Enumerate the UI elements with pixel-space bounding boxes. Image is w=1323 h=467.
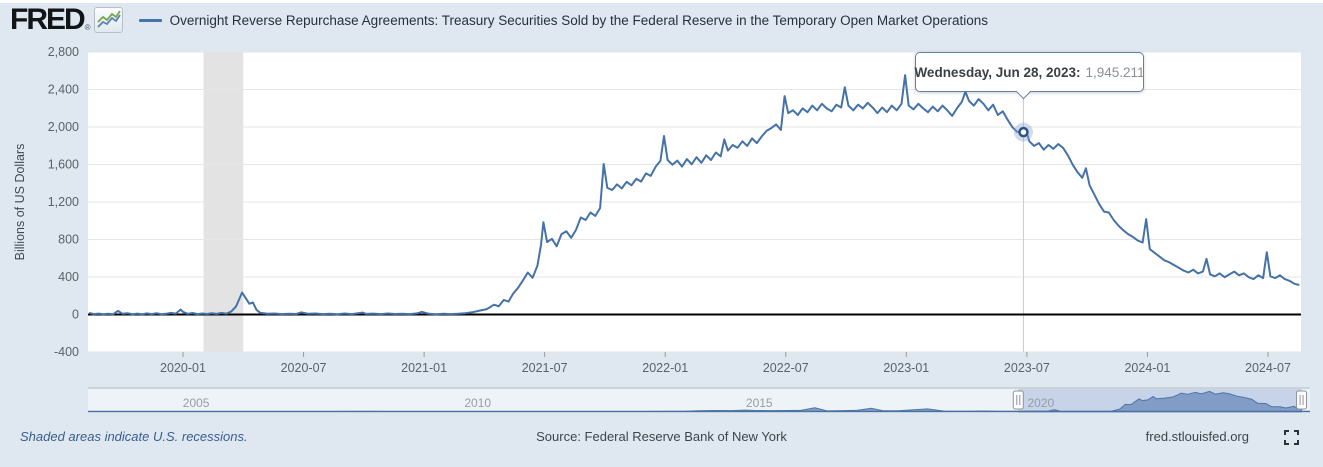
source-note: Source: Federal Reserve Bank of New York	[536, 429, 787, 444]
x-tick-label: 2021-07	[522, 361, 568, 375]
fred-sparkline-icon	[93, 7, 123, 33]
x-tick-label: 2023-01	[883, 361, 929, 375]
x-tick-label: 2024-07	[1245, 361, 1291, 375]
slider-year-label: 2005	[183, 396, 210, 410]
tooltip-date: Wednesday, Jun 28, 2023:	[914, 64, 1081, 80]
fullscreen-button[interactable]	[1284, 430, 1299, 445]
highlight-marker	[1018, 126, 1029, 138]
fullscreen-icon	[1284, 430, 1299, 445]
y-tick-label: 800	[58, 233, 79, 247]
x-tick-label: 2022-07	[763, 361, 809, 375]
main-chart[interactable]: 2,800 2,400 2,000 1,600 1,200 800 400 0 -400 Bill…	[0, 0, 1323, 422]
series-legend-swatch	[138, 18, 162, 22]
fred-logo[interactable]: FRED ®	[10, 3, 123, 36]
footer: Shaded areas indicate U.S. recessions. S…	[0, 425, 1323, 455]
series-line[interactable]	[88, 74, 1300, 316]
y-tick-label: 2,800	[48, 45, 79, 59]
slider-right-handle[interactable]	[1296, 390, 1308, 410]
y-tick-label: 0	[72, 308, 79, 322]
y-axis-title: Billions of US Dollars	[13, 144, 27, 261]
x-tick-label: 2020-01	[160, 361, 206, 375]
x-tick-label: 2024-01	[1124, 361, 1170, 375]
x-tick-label: 2022-01	[642, 361, 688, 375]
y-tick-label: 1,200	[48, 195, 79, 209]
slider-year-label: 2015	[746, 396, 773, 410]
y-tick-label: 400	[58, 270, 79, 284]
x-tick-label: 2020-07	[281, 361, 327, 375]
x-tick-label: 2023-07	[1004, 361, 1050, 375]
recession-note: Shaded areas indicate U.S. recessions.	[20, 429, 248, 444]
top-edge-strip	[0, 0, 1323, 3]
site-link[interactable]: fred.stlouisfed.org	[1145, 429, 1249, 444]
tooltip-value: 1,945.211	[1085, 64, 1145, 80]
slider-year-label: 2020	[1027, 396, 1054, 410]
slider-left-handle[interactable]	[1012, 390, 1024, 410]
tooltip: Wednesday, Jun 28, 2023: 1,945.211	[914, 52, 1145, 100]
y-tick-label: 1,600	[48, 158, 79, 172]
x-tick-label: 2021-01	[401, 361, 447, 375]
y-tick-label: -400	[54, 345, 79, 359]
slider-year-label: 2010	[464, 396, 491, 410]
y-tick-label: 2,400	[48, 83, 79, 97]
registered-mark: ®	[84, 23, 91, 32]
y-tick-label: 2,000	[48, 120, 79, 134]
chart-title: Overnight Reverse Repurchase Agreements:…	[169, 12, 988, 28]
fred-logo-text: FRED	[10, 3, 86, 36]
header: FRED ® Overnight Reverse Repurchase Agre…	[10, 3, 988, 36]
